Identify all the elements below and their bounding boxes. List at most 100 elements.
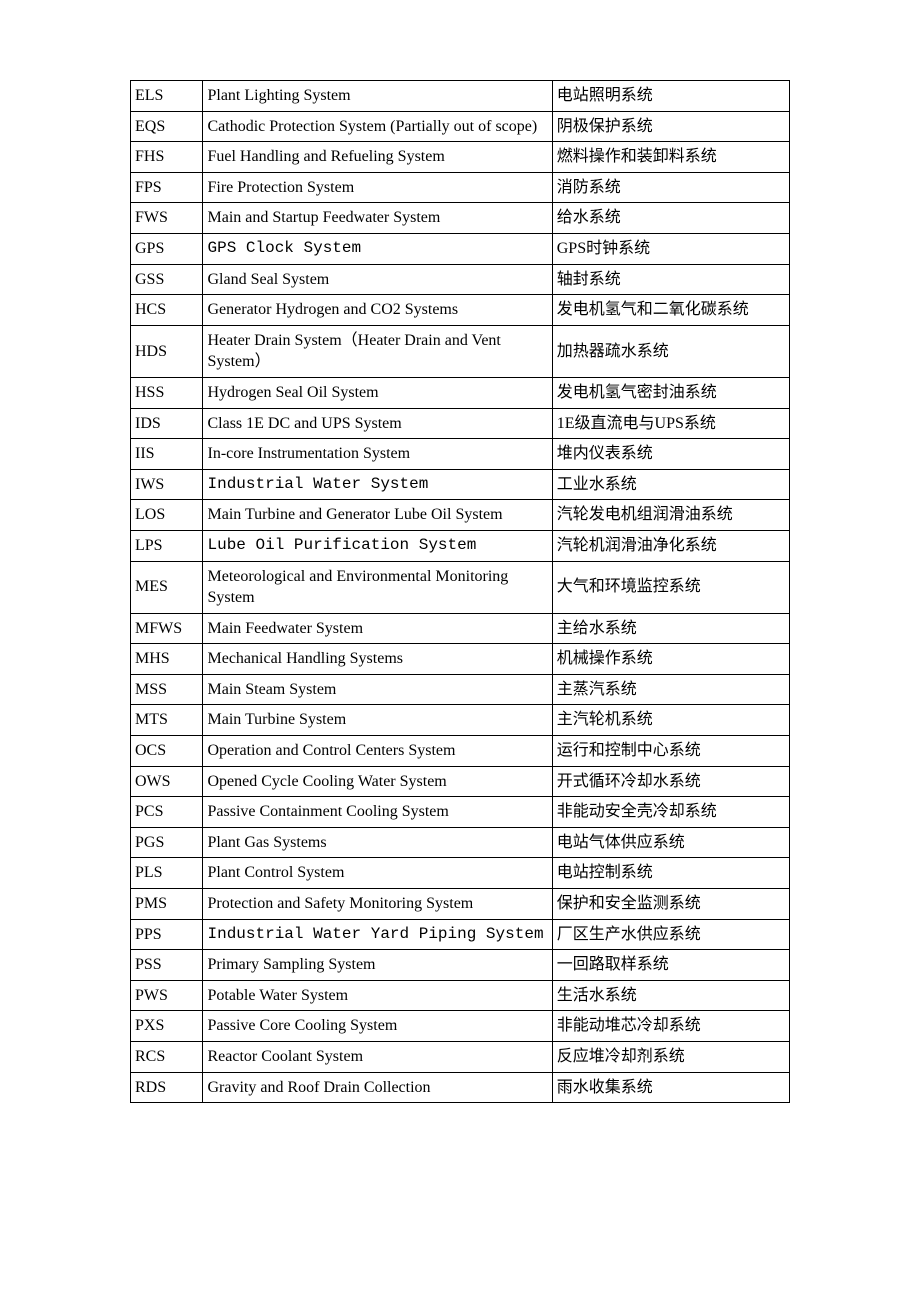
table-row: RDSGravity and Roof Drain Collection雨水收集… [131,1072,790,1103]
system-chinese: 主汽轮机系统 [552,705,789,736]
table-row: MESMeteorological and Environmental Moni… [131,561,790,613]
system-chinese: 运行和控制中心系统 [552,736,789,767]
system-english: Lube Oil Purification System [203,530,552,561]
system-code: MTS [131,705,203,736]
system-chinese: 主蒸汽系统 [552,674,789,705]
system-chinese: 厂区生产水供应系统 [552,919,789,950]
system-chinese: 阴极保护系统 [552,111,789,142]
table-row: RCSReactor Coolant System反应堆冷却剂系统 [131,1042,790,1073]
system-chinese: 非能动安全壳冷却系统 [552,797,789,828]
system-chinese: 一回路取样系统 [552,950,789,981]
system-code: EQS [131,111,203,142]
system-english: GPS Clock System [203,233,552,264]
system-code: PWS [131,980,203,1011]
system-english: Primary Sampling System [203,950,552,981]
system-code: PCS [131,797,203,828]
system-english: Potable Water System [203,980,552,1011]
table-row: PGSPlant Gas Systems电站气体供应系统 [131,827,790,858]
system-english: Main Steam System [203,674,552,705]
table-row: IWSIndustrial Water System工业水系统 [131,469,790,500]
table-row: FPSFire Protection System消防系统 [131,172,790,203]
system-chinese: 发电机氢气和二氧化碳系统 [552,295,789,326]
table-row: PPSIndustrial Water Yard Piping System厂区… [131,919,790,950]
system-code: MFWS [131,613,203,644]
table-row: EQSCathodic Protection System (Partially… [131,111,790,142]
system-english: Fire Protection System [203,172,552,203]
table-row: PSSPrimary Sampling System一回路取样系统 [131,950,790,981]
systems-table-body: ELSPlant Lighting System电站照明系统EQSCathodi… [131,81,790,1103]
system-chinese: 反应堆冷却剂系统 [552,1042,789,1073]
system-code: GSS [131,264,203,295]
system-english: Class 1E DC and UPS System [203,408,552,439]
system-chinese: 1E级直流电与UPS系统 [552,408,789,439]
system-english: Industrial Water Yard Piping System [203,919,552,950]
system-chinese: 工业水系统 [552,469,789,500]
system-english: Plant Control System [203,858,552,889]
table-row: LPSLube Oil Purification System汽轮机润滑油净化系… [131,530,790,561]
system-code: HSS [131,377,203,408]
system-english: Main Turbine and Generator Lube Oil Syst… [203,500,552,531]
system-english: Operation and Control Centers System [203,736,552,767]
table-row: PMSProtection and Safety Monitoring Syst… [131,889,790,920]
table-row: PCSPassive Containment Cooling System非能动… [131,797,790,828]
system-chinese: 汽轮机润滑油净化系统 [552,530,789,561]
system-english: Hydrogen Seal Oil System [203,377,552,408]
table-row: HCSGenerator Hydrogen and CO2 Systems发电机… [131,295,790,326]
system-chinese: 加热器疏水系统 [552,325,789,377]
system-english: In-core Instrumentation System [203,439,552,470]
table-row: FWSMain and Startup Feedwater System给水系统 [131,203,790,234]
system-english: Cathodic Protection System (Partially ou… [203,111,552,142]
system-code: IWS [131,469,203,500]
system-code: RCS [131,1042,203,1073]
system-code: PXS [131,1011,203,1042]
table-row: MTSMain Turbine System主汽轮机系统 [131,705,790,736]
system-english: Industrial Water System [203,469,552,500]
system-code: PMS [131,889,203,920]
table-row: MFWS Main Feedwater System主给水系统 [131,613,790,644]
system-chinese: 电站气体供应系统 [552,827,789,858]
table-row: GPSGPS Clock SystemGPS时钟系统 [131,233,790,264]
system-chinese: 机械操作系统 [552,644,789,675]
system-chinese: 开式循环冷却水系统 [552,766,789,797]
table-row: PWSPotable Water System生活水系统 [131,980,790,1011]
table-row: HDSHeater Drain System（Heater Drain and … [131,325,790,377]
table-row: IISIn-core Instrumentation System堆内仪表系统 [131,439,790,470]
system-chinese: 电站照明系统 [552,81,789,112]
table-row: PXSPassive Core Cooling System非能动堆芯冷却系统 [131,1011,790,1042]
system-english: Gland Seal System [203,264,552,295]
system-code: RDS [131,1072,203,1103]
system-code: MSS [131,674,203,705]
system-english: Generator Hydrogen and CO2 Systems [203,295,552,326]
system-english: Main and Startup Feedwater System [203,203,552,234]
system-english: Passive Core Cooling System [203,1011,552,1042]
system-code: OCS [131,736,203,767]
system-code: FHS [131,142,203,173]
system-english: Mechanical Handling Systems [203,644,552,675]
system-chinese: 发电机氢气密封油系统 [552,377,789,408]
table-row: HSSHydrogen Seal Oil System发电机氢气密封油系统 [131,377,790,408]
system-chinese: 燃料操作和装卸料系统 [552,142,789,173]
system-code: HCS [131,295,203,326]
system-english: Fuel Handling and Refueling System [203,142,552,173]
table-row: MSSMain Steam System主蒸汽系统 [131,674,790,705]
table-row: PLSPlant Control System电站控制系统 [131,858,790,889]
table-row: OCSOperation and Control Centers System运… [131,736,790,767]
system-english: Opened Cycle Cooling Water System [203,766,552,797]
system-code: IIS [131,439,203,470]
system-english: Protection and Safety Monitoring System [203,889,552,920]
system-english: Gravity and Roof Drain Collection [203,1072,552,1103]
systems-table: ELSPlant Lighting System电站照明系统EQSCathodi… [130,80,790,1103]
system-code: PSS [131,950,203,981]
system-chinese: 主给水系统 [552,613,789,644]
system-code: OWS [131,766,203,797]
system-english: Main Turbine System [203,705,552,736]
system-chinese: 汽轮发电机组润滑油系统 [552,500,789,531]
system-chinese: 消防系统 [552,172,789,203]
system-english: Heater Drain System（Heater Drain and Ven… [203,325,552,377]
table-row: MHSMechanical Handling Systems机械操作系统 [131,644,790,675]
system-chinese: 给水系统 [552,203,789,234]
table-row: OWSOpened Cycle Cooling Water System开式循环… [131,766,790,797]
system-code: LOS [131,500,203,531]
system-code: GPS [131,233,203,264]
table-row: LOSMain Turbine and Generator Lube Oil S… [131,500,790,531]
